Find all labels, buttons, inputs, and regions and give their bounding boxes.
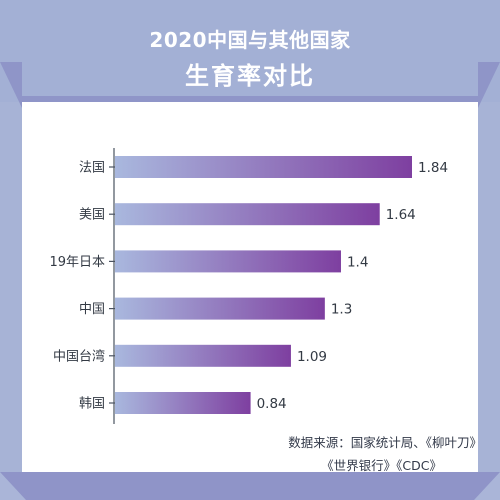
value-label-4: 1.09	[297, 349, 327, 365]
title-line-1: 2020中国与其他国家	[149, 28, 351, 52]
panel-top-border	[22, 96, 478, 103]
header-band	[0, 0, 500, 102]
bar-4	[115, 344, 291, 367]
category-label-2: 19年日本	[49, 255, 105, 270]
category-label-5: 韩国	[79, 397, 105, 412]
ribbon-fold-left	[0, 62, 22, 108]
value-label-1: 1.64	[386, 207, 416, 223]
bar-2	[115, 250, 341, 273]
title-line-2: 生育率对比	[185, 62, 315, 90]
bottom-fold-left	[0, 472, 26, 500]
category-label-3: 中国	[79, 302, 105, 317]
category-label-4: 中国台湾	[53, 348, 105, 364]
source-line-1: 数据来源：国家统计局、《柳叶刀》	[288, 435, 482, 450]
category-label-1: 美国	[79, 208, 105, 223]
value-label-2: 1.4	[347, 254, 368, 270]
ribbon-fold-right	[478, 62, 500, 108]
category-label-0: 法国	[79, 161, 105, 176]
source-line-2: 《世界银行》《CDC》	[321, 458, 442, 473]
value-label-5: 0.84	[257, 396, 287, 412]
value-label-3: 1.3	[331, 302, 352, 318]
value-label-0: 1.84	[418, 160, 448, 176]
bottom-fold-right	[474, 472, 500, 500]
bar-5	[115, 392, 251, 414]
bar-1	[115, 203, 380, 226]
bar-0	[115, 156, 412, 178]
bottom-band	[0, 472, 500, 500]
bar-3	[115, 297, 325, 320]
